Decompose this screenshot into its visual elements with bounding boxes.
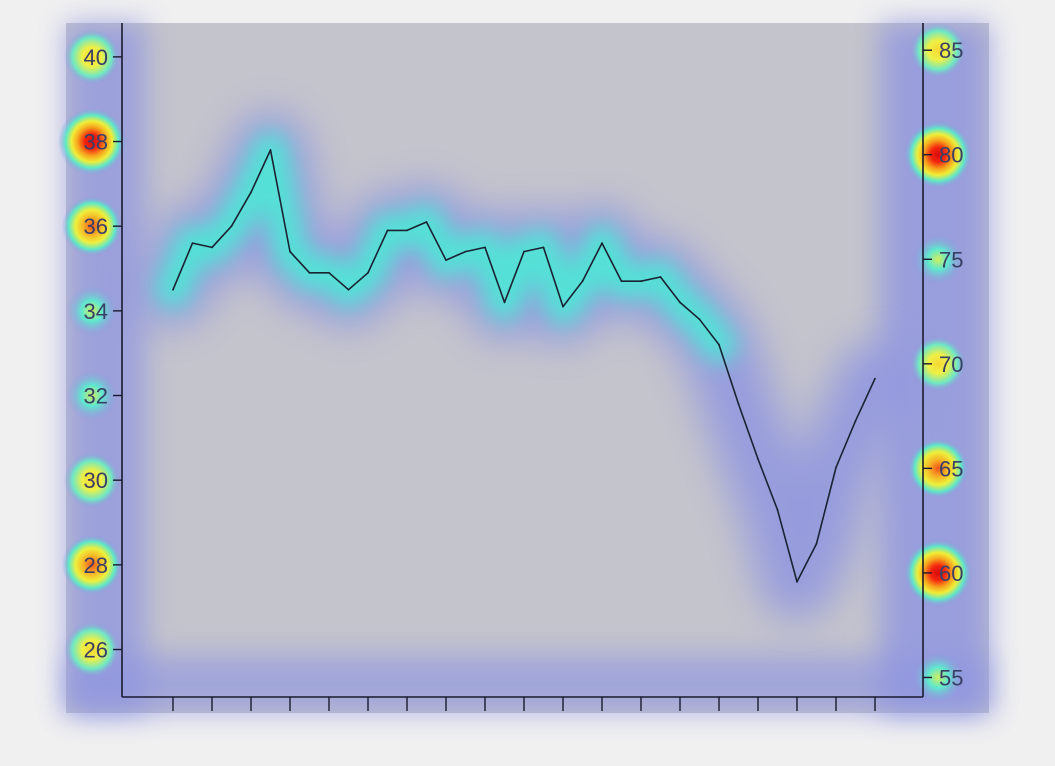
- left-tick-label: 26: [84, 638, 108, 663]
- right-tick-label: 70: [939, 352, 963, 377]
- data-point: [289, 250, 291, 253]
- right-tick-label: 85: [939, 38, 963, 63]
- data-point: [542, 246, 545, 249]
- data-point: [386, 229, 389, 232]
- right-tick-label: 60: [939, 561, 963, 586]
- data-point: [757, 458, 759, 460]
- data-point: [776, 508, 779, 511]
- data-point: [425, 221, 428, 223]
- data-point: [854, 420, 857, 422]
- data-point: [250, 191, 252, 194]
- heatmap-hotspot-left-32: [66, 369, 118, 422]
- heatmap-hotspot-right-55: [912, 651, 964, 704]
- heatmap-hotspot-right-80: [904, 120, 972, 189]
- heatmap-hotspot-left-30: [64, 452, 120, 509]
- data-point: [679, 301, 681, 304]
- left-tick-label: 38: [84, 130, 108, 155]
- heatmap-hotspot-left-40: [64, 28, 120, 85]
- left-y-axis-ticks: 26 28 30 32 34 36 38 40: [84, 45, 122, 663]
- data-point: [796, 580, 798, 583]
- plot-background: [66, 23, 989, 713]
- x-axis-ticks: [172, 697, 876, 711]
- heatmap-hotspot-right-85: [910, 22, 966, 79]
- heatmap-hotspots: [58, 22, 972, 704]
- data-point: [835, 466, 837, 469]
- heatmap-hotspot-left-28: [62, 534, 122, 595]
- left-tick-label: 28: [84, 553, 108, 578]
- heatmap-hotspot-left-26: [64, 621, 120, 678]
- data-point: [601, 242, 603, 245]
- left-tick-label: 40: [84, 45, 108, 70]
- right-y-axis-ticks: 55 60 65 70 75 80 85: [923, 38, 963, 690]
- data-point: [523, 250, 525, 253]
- data-point: [659, 276, 662, 278]
- left-tick-label: 30: [84, 468, 108, 493]
- left-tick-label: 34: [84, 299, 108, 324]
- data-point: [640, 280, 642, 283]
- data-point: [484, 246, 486, 249]
- data-point: [211, 246, 213, 249]
- data-point: [406, 229, 408, 232]
- heatmap-hotspot-right-70: [910, 335, 966, 392]
- heatmap-hotspot-left-34: [66, 284, 118, 337]
- data-point: [464, 250, 467, 253]
- data-point: [815, 542, 818, 545]
- data-point: [172, 288, 174, 291]
- data-point: [562, 305, 564, 308]
- heatmap-edge-glow: [66, 23, 989, 713]
- heatmap-hotspot-right-60: [904, 538, 972, 607]
- right-tick-label: 55: [939, 665, 963, 690]
- data-point: [445, 259, 447, 261]
- data-point: [698, 318, 701, 321]
- data-point: [230, 225, 233, 228]
- heatmap-hotspot-right-75: [912, 233, 964, 286]
- data-point: [347, 288, 350, 291]
- data-point: [737, 403, 740, 405]
- right-tick-label: 65: [939, 456, 963, 481]
- data-point: [503, 301, 506, 304]
- left-tick-label: 32: [84, 384, 108, 409]
- data-point: [581, 280, 584, 283]
- data-point: [620, 280, 623, 283]
- axes: [121, 23, 924, 698]
- left-tick-label: 36: [84, 214, 108, 239]
- edge-glow-bottom: [66, 655, 989, 713]
- heatmap-hotspot-left-36: [62, 196, 122, 257]
- data-point: [328, 271, 330, 274]
- data-point: [191, 242, 194, 245]
- data-point: [367, 271, 369, 274]
- data-point: [874, 377, 876, 380]
- right-tick-label: 80: [939, 143, 963, 168]
- data-point: [269, 149, 272, 151]
- data-point: [718, 343, 720, 346]
- heatmap-hotspot-left-38: [58, 107, 126, 176]
- data-point: [308, 271, 311, 274]
- series-group: [172, 149, 876, 583]
- right-tick-label: 75: [939, 247, 963, 272]
